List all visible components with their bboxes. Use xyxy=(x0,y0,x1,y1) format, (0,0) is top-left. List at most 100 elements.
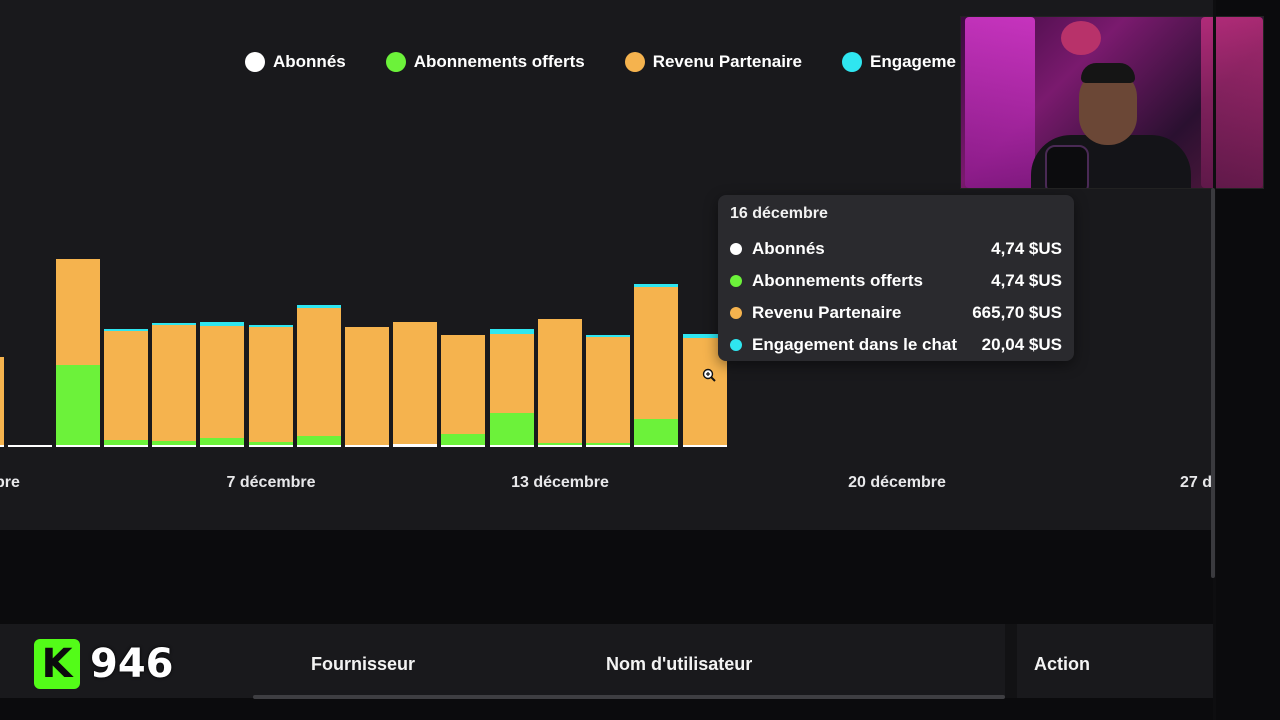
legend-item-engagement[interactable]: Engageme xyxy=(842,52,956,72)
legend-dot-abonnements-offerts xyxy=(385,52,406,72)
bar-segment[interactable] xyxy=(297,436,341,445)
tooltip-dot xyxy=(730,307,742,319)
bar-segment[interactable] xyxy=(634,419,678,445)
revenue-bar-chart: bre 7 décembre 13 décembre 20 décembre 27 d xyxy=(0,259,1212,491)
kick-viewer-count: 946 xyxy=(90,641,174,687)
bar-segment[interactable] xyxy=(249,445,293,447)
bar-segment[interactable] xyxy=(200,445,244,447)
tooltip-label: Abonnements offerts xyxy=(752,271,923,290)
chart-legend: Abonnés Abonnements offerts Revenu Parte… xyxy=(245,48,956,76)
legend-dot-abonnes xyxy=(245,52,265,72)
legend-label: Engageme xyxy=(870,52,956,71)
legend-item-abonnes[interactable]: Abonnés xyxy=(245,52,346,72)
bar-segment[interactable] xyxy=(441,445,485,447)
x-tick-label: 27 d xyxy=(1180,474,1212,491)
tooltip-value: 20,04 $US xyxy=(981,335,1062,354)
bar-segment[interactable] xyxy=(538,319,582,443)
bar-segment[interactable] xyxy=(104,440,148,445)
tooltip-row-engagement: Engagement dans le chat 20,04 $US xyxy=(730,329,1062,361)
column-header-action[interactable]: Action xyxy=(1034,654,1090,674)
wall-sign xyxy=(1061,21,1101,55)
bar-segment[interactable] xyxy=(490,329,534,334)
bar-segment[interactable] xyxy=(634,284,678,287)
tooltip-dot xyxy=(730,243,742,255)
bar-segment[interactable] xyxy=(104,329,148,331)
bar-segment[interactable] xyxy=(586,337,630,443)
neon-light xyxy=(1201,17,1263,188)
bar-segment[interactable] xyxy=(8,445,52,447)
bar-segment[interactable] xyxy=(56,445,100,447)
bar-segment[interactable] xyxy=(683,334,727,338)
kick-viewer-badge: K 946 xyxy=(34,636,182,692)
bar-segment[interactable] xyxy=(393,322,437,444)
bar-segment[interactable] xyxy=(297,305,341,308)
webcam-overlay xyxy=(960,16,1264,189)
bar-segment[interactable] xyxy=(586,445,630,447)
bar-segment[interactable] xyxy=(345,327,389,445)
bar-segment[interactable] xyxy=(0,357,4,445)
legend-label: Abonnements offerts xyxy=(413,52,585,71)
bar-segment[interactable] xyxy=(249,442,293,445)
x-tick-label: 20 décembre xyxy=(848,474,946,491)
bar-segment[interactable] xyxy=(249,327,293,442)
bar-segment[interactable] xyxy=(441,434,485,445)
bar-segment[interactable] xyxy=(297,308,341,436)
bar-segment[interactable] xyxy=(297,445,341,447)
bar-segment[interactable] xyxy=(634,287,678,419)
bar-segment[interactable] xyxy=(56,365,100,445)
header-divider xyxy=(1005,624,1017,698)
table-header-row: Fournisseur Nom d'utilisateur Action xyxy=(0,624,1213,698)
legend-label: Abonnés xyxy=(273,52,346,71)
bar-segment[interactable] xyxy=(152,441,196,445)
bar-segment[interactable] xyxy=(104,331,148,440)
tooltip-dot xyxy=(730,275,742,287)
bar-segment[interactable] xyxy=(538,445,582,447)
person-hair xyxy=(1081,63,1135,83)
bar-segment[interactable] xyxy=(104,445,148,447)
tooltip-value: 4,74 $US xyxy=(991,271,1062,290)
legend-item-abonnements-offerts[interactable]: Abonnements offerts xyxy=(385,52,585,72)
legend-dot-engagement xyxy=(842,52,862,72)
bar-segment[interactable] xyxy=(538,443,582,445)
x-tick-label: 7 décembre xyxy=(227,474,316,491)
legend-item-revenu-partenaire[interactable]: Revenu Partenaire xyxy=(624,52,802,72)
tooltip-row-revenu-partenaire: Revenu Partenaire 665,70 $US xyxy=(730,297,1062,329)
microphone-icon xyxy=(1045,145,1089,188)
bar-segment[interactable] xyxy=(200,326,244,438)
bar-segment[interactable] xyxy=(586,335,630,337)
tooltip-date: 16 décembre xyxy=(730,205,828,222)
tooltip-value: 665,70 $US xyxy=(972,303,1062,322)
bar-segment[interactable] xyxy=(490,334,534,413)
bar-segment[interactable] xyxy=(393,444,437,447)
bar-segment[interactable] xyxy=(56,259,100,365)
bar-segment[interactable] xyxy=(152,323,196,325)
bar-segment[interactable] xyxy=(345,445,389,447)
column-header-username[interactable]: Nom d'utilisateur xyxy=(606,654,753,674)
kick-logo-icon: K xyxy=(34,639,80,689)
horizontal-scrollbar-thumb[interactable] xyxy=(253,695,1005,699)
bar-segment[interactable] xyxy=(152,325,196,441)
bar-segment[interactable] xyxy=(441,335,485,434)
legend-label: Revenu Partenaire xyxy=(652,52,802,71)
tooltip-row-abonnes: Abonnés 4,74 $US xyxy=(730,233,1062,265)
bar-segment[interactable] xyxy=(634,445,678,447)
bar-segment[interactable] xyxy=(200,438,244,445)
tooltip-dot xyxy=(730,339,742,351)
bar-segment[interactable] xyxy=(683,445,727,447)
bar-segment[interactable] xyxy=(490,413,534,445)
column-header-provider[interactable]: Fournisseur xyxy=(311,654,416,674)
x-tick-label: 13 décembre xyxy=(511,474,609,491)
zoom-cursor-icon xyxy=(702,368,716,382)
bar-segment[interactable] xyxy=(152,445,196,447)
tooltip-label: Engagement dans le chat xyxy=(752,335,957,354)
bar-segment[interactable] xyxy=(586,443,630,445)
legend-dot-revenu-partenaire xyxy=(624,52,645,72)
tooltip-label: Abonnés xyxy=(752,239,825,258)
x-tick-label: bre xyxy=(0,474,20,491)
tooltip-value: 4,74 $US xyxy=(991,239,1062,258)
bar-segment[interactable] xyxy=(0,445,4,447)
bar-segment[interactable] xyxy=(249,325,293,327)
bar-segment[interactable] xyxy=(200,322,244,326)
vertical-scrollbar-thumb[interactable] xyxy=(1211,188,1215,578)
bar-segment[interactable] xyxy=(490,445,534,447)
